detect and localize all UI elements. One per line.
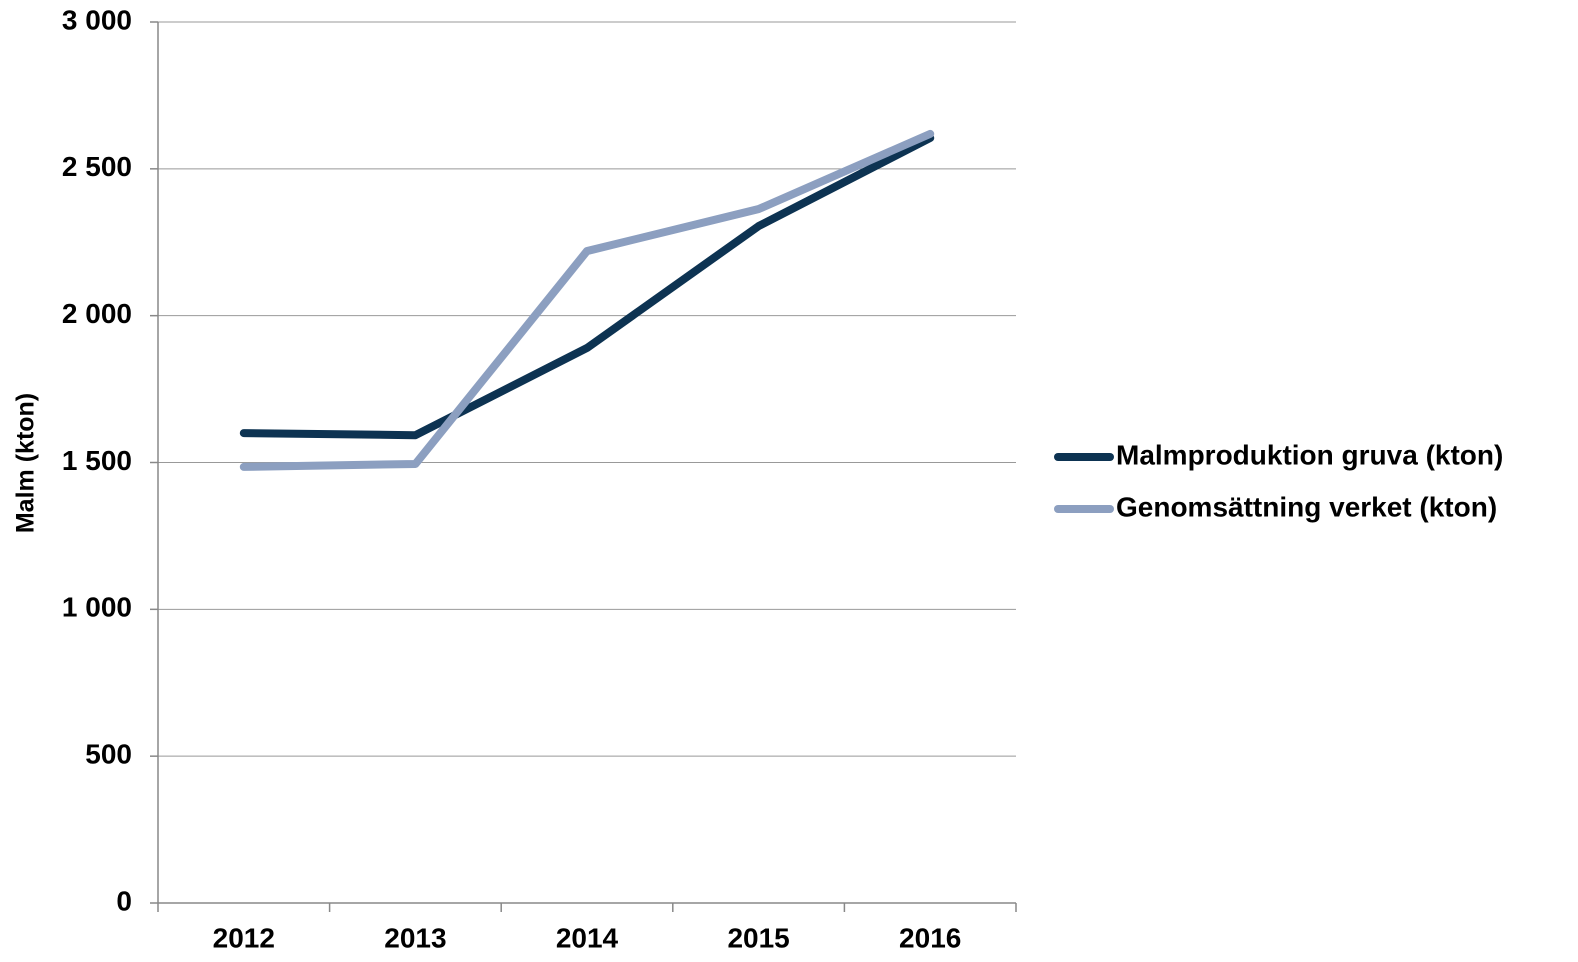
y-tick-label: 2 000: [62, 298, 132, 329]
x-tick-label: 2016: [899, 922, 961, 953]
y-tick-label: 1 500: [62, 445, 132, 476]
series-line: [239, 133, 935, 440]
legend-label: Genomsättning verket (kton): [1116, 491, 1497, 522]
y-tick-label: 1 000: [62, 592, 132, 623]
y-tick-label: 0: [116, 885, 132, 916]
x-tick-label: 2012: [213, 922, 275, 953]
x-tick-label: 2013: [384, 922, 446, 953]
x-tick-label: 2015: [727, 922, 789, 953]
y-axis-title: Malm (kton): [12, 393, 40, 533]
y-tick-label: 2 500: [62, 151, 132, 182]
y-tick-label: 500: [85, 739, 132, 770]
series-line: [239, 129, 935, 471]
legend-label: Malmproduktion gruva (kton): [1116, 439, 1503, 470]
x-tick-label: 2014: [556, 922, 619, 953]
y-tick-label: 3 000: [62, 4, 132, 35]
